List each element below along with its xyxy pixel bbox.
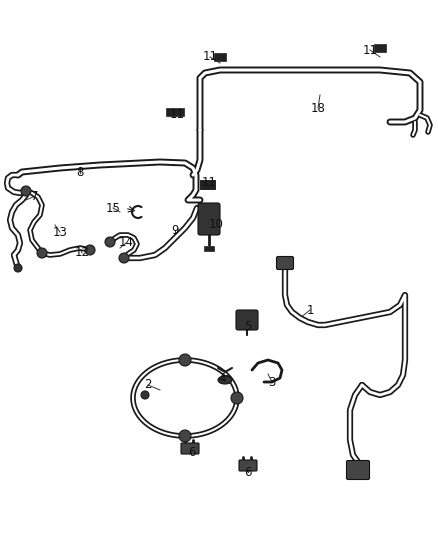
- Text: 3: 3: [268, 376, 276, 389]
- Text: 8: 8: [76, 166, 84, 180]
- Circle shape: [14, 264, 22, 272]
- FancyBboxPatch shape: [236, 310, 258, 330]
- FancyBboxPatch shape: [276, 256, 293, 270]
- Text: 12: 12: [74, 246, 89, 260]
- Circle shape: [179, 430, 191, 442]
- Circle shape: [85, 245, 95, 255]
- FancyBboxPatch shape: [214, 53, 226, 61]
- Circle shape: [231, 392, 243, 404]
- Text: 10: 10: [208, 219, 223, 231]
- Text: 1: 1: [306, 303, 314, 317]
- Text: 14: 14: [119, 237, 134, 249]
- Ellipse shape: [218, 376, 232, 384]
- Circle shape: [179, 354, 191, 366]
- Text: 9: 9: [171, 223, 179, 237]
- Text: 6: 6: [188, 447, 196, 459]
- FancyBboxPatch shape: [198, 203, 220, 235]
- Text: 7: 7: [31, 190, 39, 203]
- Text: 15: 15: [106, 201, 120, 214]
- Circle shape: [119, 253, 129, 263]
- Text: 13: 13: [53, 225, 67, 238]
- Text: 11: 11: [201, 176, 216, 190]
- Text: 11: 11: [363, 44, 378, 56]
- Circle shape: [21, 186, 31, 196]
- FancyBboxPatch shape: [239, 460, 257, 471]
- Circle shape: [141, 391, 149, 399]
- Text: 5: 5: [244, 320, 252, 334]
- Text: 11: 11: [202, 51, 218, 63]
- FancyBboxPatch shape: [166, 108, 184, 116]
- FancyBboxPatch shape: [199, 180, 215, 189]
- Text: 11: 11: [170, 108, 184, 120]
- Circle shape: [105, 237, 115, 247]
- Text: 2: 2: [144, 378, 152, 392]
- FancyBboxPatch shape: [181, 443, 199, 454]
- Text: 18: 18: [311, 101, 325, 115]
- FancyBboxPatch shape: [346, 461, 370, 480]
- FancyBboxPatch shape: [204, 246, 214, 251]
- FancyBboxPatch shape: [374, 44, 386, 52]
- Text: 6: 6: [244, 465, 252, 479]
- Circle shape: [37, 248, 47, 258]
- Text: 4: 4: [218, 372, 226, 384]
- FancyBboxPatch shape: [199, 180, 215, 189]
